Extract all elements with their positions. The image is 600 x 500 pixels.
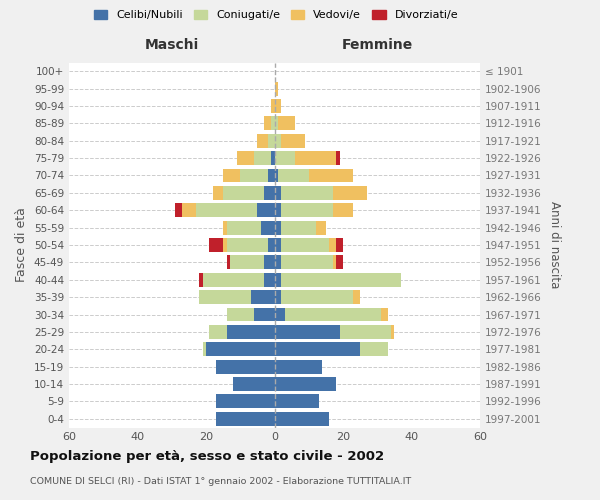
Bar [196,204,257,217]
Bar [271,116,275,130]
Bar [340,325,391,339]
Bar [275,308,285,322]
Bar [264,116,271,130]
Bar [275,360,322,374]
Bar [281,238,329,252]
Bar [261,220,275,234]
Bar [275,168,278,182]
Bar [278,168,309,182]
Text: Maschi: Maschi [145,38,199,52]
Bar [264,186,275,200]
Bar [223,186,264,200]
Bar [240,168,268,182]
Bar [353,290,360,304]
Bar [216,412,275,426]
Bar [391,325,394,339]
Bar [316,220,326,234]
Bar [295,151,336,165]
Bar [268,134,275,147]
Legend: Celibi/Nubili, Coniugati/e, Vedovi/e, Divorziati/e: Celibi/Nubili, Coniugati/e, Vedovi/e, Di… [89,6,463,25]
Bar [257,204,275,217]
Bar [309,168,353,182]
Bar [336,256,343,270]
Bar [206,342,275,356]
Bar [281,256,333,270]
Bar [216,394,275,408]
Bar [223,238,227,252]
Text: Femmine: Femmine [341,38,413,52]
Bar [209,325,227,339]
Bar [203,273,264,286]
Bar [271,151,275,165]
Bar [281,290,353,304]
Y-axis label: Fasce di età: Fasce di età [16,208,28,282]
Bar [275,377,336,391]
Bar [275,256,281,270]
Bar [233,377,275,391]
Bar [271,99,275,113]
Bar [264,273,275,286]
Bar [275,116,278,130]
Bar [182,204,196,217]
Bar [175,204,182,217]
Bar [216,360,275,374]
Y-axis label: Anni di nascita: Anni di nascita [548,202,561,288]
Bar [254,308,275,322]
Bar [275,220,281,234]
Bar [199,290,251,304]
Bar [380,308,388,322]
Bar [285,308,380,322]
Bar [199,273,203,286]
Bar [275,412,329,426]
Bar [333,256,336,270]
Text: COMUNE DI SELCI (RI) - Dati ISTAT 1° gennaio 2002 - Elaborazione TUTTITALIA.IT: COMUNE DI SELCI (RI) - Dati ISTAT 1° gen… [30,478,411,486]
Bar [360,342,388,356]
Bar [281,134,305,147]
Bar [281,273,401,286]
Bar [275,394,319,408]
Bar [275,186,281,200]
Bar [227,325,275,339]
Bar [336,238,343,252]
Bar [227,256,230,270]
Bar [275,134,281,147]
Bar [275,290,281,304]
Bar [275,342,360,356]
Bar [275,99,281,113]
Bar [275,204,281,217]
Bar [227,308,254,322]
Bar [275,151,295,165]
Text: Popolazione per età, sesso e stato civile - 2002: Popolazione per età, sesso e stato civil… [30,450,384,463]
Bar [209,238,223,252]
Bar [275,325,340,339]
Bar [254,151,271,165]
Bar [230,256,264,270]
Bar [336,151,340,165]
Bar [275,82,278,96]
Bar [333,204,353,217]
Bar [281,186,333,200]
Bar [278,116,295,130]
Bar [251,290,275,304]
Bar [203,342,206,356]
Bar [213,186,223,200]
Bar [333,186,367,200]
Bar [268,238,275,252]
Bar [223,220,227,234]
Bar [275,273,281,286]
Bar [227,238,268,252]
Bar [257,134,268,147]
Bar [329,238,336,252]
Bar [275,238,281,252]
Bar [281,220,316,234]
Bar [237,151,254,165]
Bar [264,256,275,270]
Bar [281,204,333,217]
Bar [227,220,261,234]
Bar [268,168,275,182]
Bar [223,168,240,182]
